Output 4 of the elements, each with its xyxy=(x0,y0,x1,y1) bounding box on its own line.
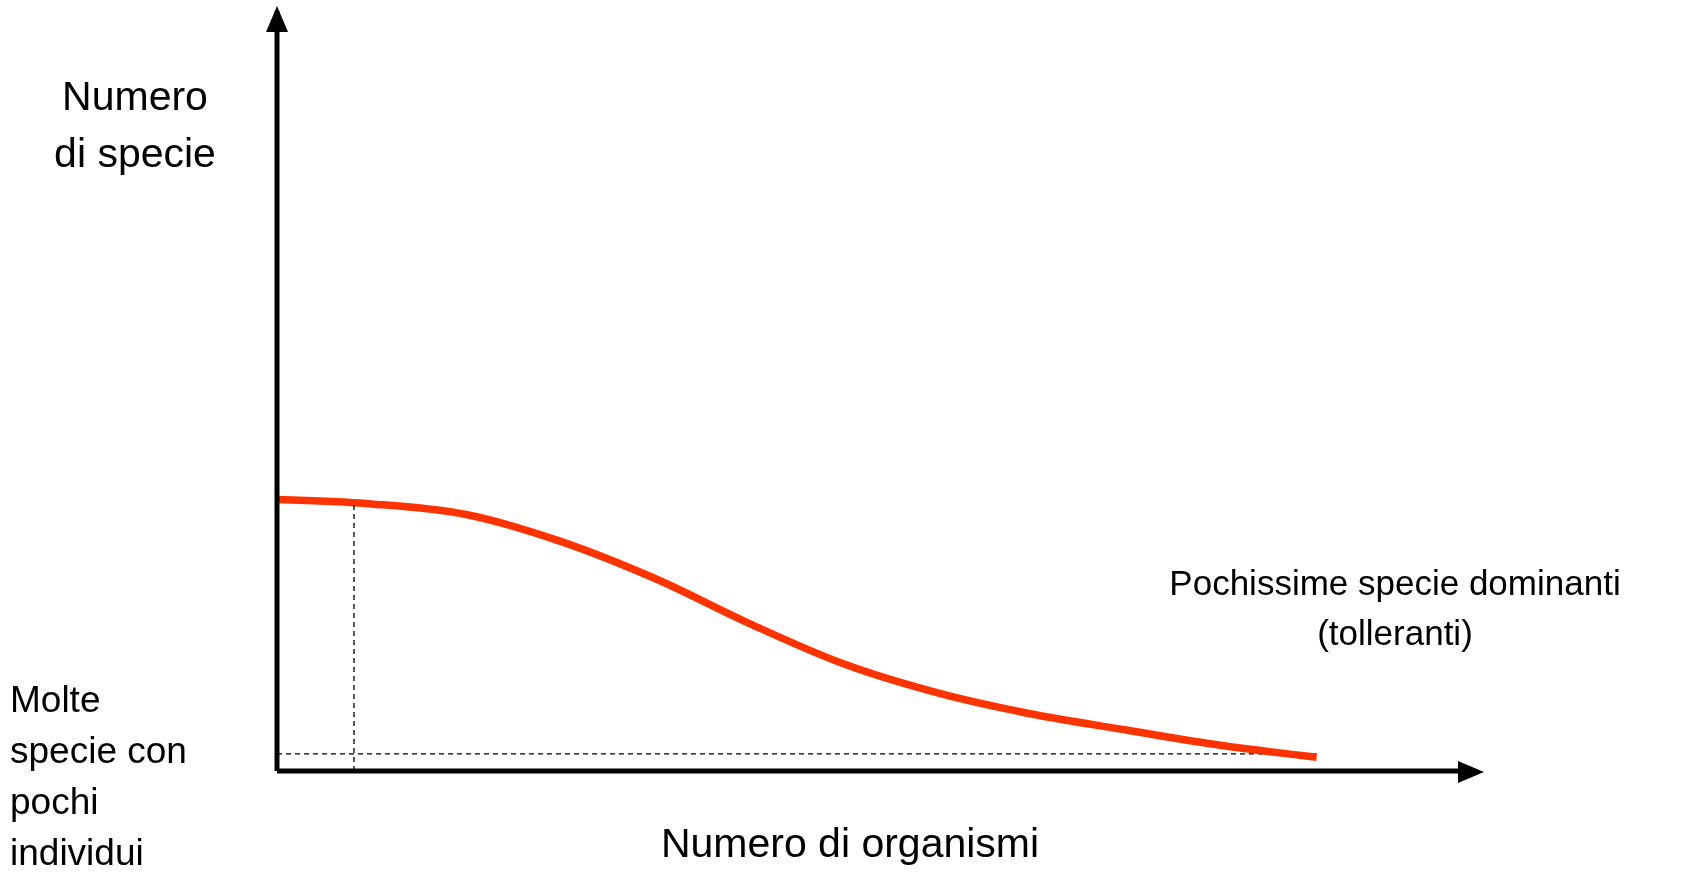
text: Numero di specie xyxy=(53,72,217,178)
text: Molte specie con pochi individui xyxy=(10,678,188,873)
annotation: Pochissime specie dominanti (tolleranti) xyxy=(1168,562,1622,654)
x-axis-title: Numero di organismi xyxy=(659,820,1041,867)
